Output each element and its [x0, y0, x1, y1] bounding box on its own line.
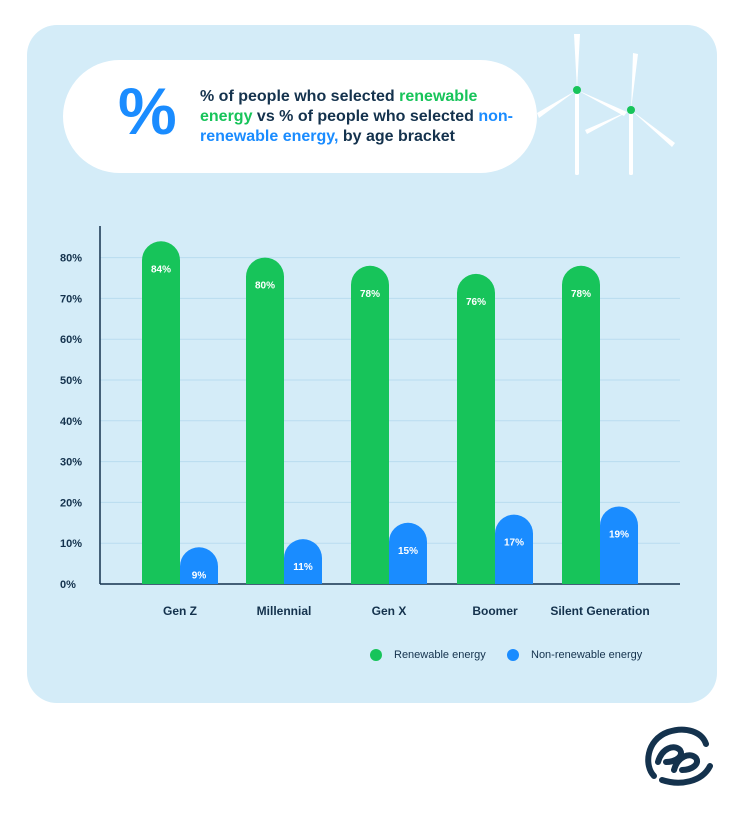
legend-label-nonrenewable: Non-renewable energy	[531, 649, 643, 661]
x-tick-label: Silent Generation	[550, 604, 649, 618]
title-highlight-renewable: renewable energy	[200, 88, 478, 125]
data-label: 17%	[504, 538, 524, 549]
y-tick-label: 0%	[60, 579, 76, 591]
data-label: 78%	[571, 289, 591, 300]
x-tick-label: Boomer	[472, 604, 518, 618]
data-label: 9%	[192, 570, 207, 581]
bar-renewable	[246, 257, 284, 584]
x-tick-label: Gen X	[372, 604, 407, 618]
legend-swatch-renewable	[370, 649, 382, 661]
bar-nonrenewable	[284, 539, 322, 584]
bar-nonrenewable	[180, 547, 218, 584]
y-tick-label: 20%	[60, 497, 82, 509]
data-label: 78%	[360, 289, 380, 300]
brand-logo-icon	[645, 726, 713, 786]
data-label: 11%	[293, 562, 313, 573]
y-tick-label: 40%	[60, 416, 82, 428]
title-banner	[63, 60, 537, 173]
legend-item-nonrenewable: Non-renewable energy	[507, 649, 642, 661]
y-tick-label: 70%	[60, 293, 82, 305]
x-tick-label: Millennial	[257, 604, 312, 618]
bar-nonrenewable	[495, 514, 533, 584]
data-label: 84%	[151, 264, 171, 275]
y-tick-label: 50%	[60, 375, 82, 387]
percent-icon: %	[118, 74, 177, 148]
bar-renewable	[142, 241, 180, 584]
data-label: 76%	[466, 297, 486, 308]
bar-nonrenewable	[600, 506, 638, 584]
legend-item-renewable: Renewable energy	[370, 649, 486, 661]
y-tick-label: 10%	[60, 538, 82, 550]
wind-turbines-icon	[537, 34, 675, 175]
y-tick-label: 80%	[60, 253, 82, 265]
title-highlight-nonrenewable: non-renewable energy,	[200, 108, 513, 145]
y-tick-label: 60%	[60, 334, 82, 346]
bar-renewable	[351, 265, 389, 584]
bar-nonrenewable	[389, 522, 427, 584]
data-label: 15%	[398, 546, 418, 557]
x-tick-label: Gen Z	[163, 604, 197, 618]
y-tick-label: 30%	[60, 457, 82, 469]
bar-renewable	[457, 273, 495, 584]
legend-swatch-nonrenewable	[507, 649, 519, 661]
data-label: 80%	[255, 281, 275, 292]
data-label: 19%	[609, 529, 629, 540]
chart-title: % of people who selected renewable energ…	[200, 88, 513, 145]
legend-label-renewable: Renewable energy	[394, 649, 486, 661]
bar-renewable	[562, 265, 600, 584]
